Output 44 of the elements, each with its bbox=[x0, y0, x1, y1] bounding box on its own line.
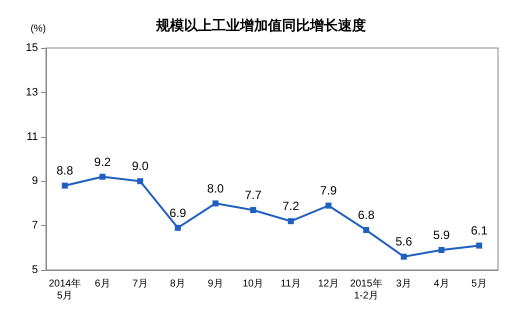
data-label: 8.0 bbox=[207, 181, 224, 196]
point bbox=[62, 182, 68, 189]
data-label: 5.9 bbox=[433, 228, 450, 242]
y-tick-label: 13 bbox=[26, 86, 38, 98]
point bbox=[137, 178, 144, 184]
point bbox=[250, 207, 256, 214]
x-tick-label: 4月 bbox=[434, 278, 450, 290]
x-tick-label: 6月 bbox=[94, 278, 110, 290]
point bbox=[438, 247, 444, 254]
data-label: 8.8 bbox=[56, 164, 74, 178]
y-tick-label: 5 bbox=[32, 264, 38, 276]
x-tick-label: 9月 bbox=[208, 278, 224, 290]
data-label: 7.9 bbox=[320, 184, 338, 198]
data-label: 6.9 bbox=[169, 206, 186, 220]
y-tick-label: 15 bbox=[26, 42, 38, 54]
x-tick-label: 7月 bbox=[132, 278, 148, 290]
point bbox=[476, 242, 482, 249]
point bbox=[400, 254, 407, 260]
point bbox=[212, 200, 218, 206]
data-label: 9.0 bbox=[132, 159, 149, 174]
y-tick-label: 11 bbox=[26, 130, 38, 143]
x-tick-label: 11月 bbox=[280, 278, 302, 290]
chart-title: 规模以上工业增加值同比增长速度 bbox=[155, 17, 366, 34]
x-tick-label: 2014年 5月 bbox=[48, 278, 81, 302]
data-label: 9.2 bbox=[94, 154, 112, 169]
y-tick-label: 9 bbox=[32, 175, 38, 188]
data-label: 7.7 bbox=[244, 188, 262, 202]
x-tick-label: 2015年 1-2月 bbox=[350, 278, 382, 302]
x-tick-label: 10月 bbox=[242, 278, 264, 290]
data-label: 7.2 bbox=[282, 199, 300, 214]
data-label: 6.8 bbox=[358, 208, 375, 222]
data-label: 5.6 bbox=[395, 234, 412, 249]
data-label: 6.1 bbox=[470, 224, 488, 238]
point bbox=[326, 202, 332, 209]
x-tick-label: 5月 bbox=[471, 278, 487, 290]
x-tick-label: 3月 bbox=[396, 278, 412, 290]
point bbox=[100, 174, 106, 180]
point bbox=[363, 227, 370, 234]
x-tick-label: 8月 bbox=[170, 278, 186, 290]
y-tick-label: 7 bbox=[32, 220, 38, 232]
x-tick-label: 12月 bbox=[318, 278, 340, 290]
y-axis-title: (%) bbox=[30, 24, 46, 34]
point bbox=[174, 224, 181, 231]
point bbox=[288, 218, 294, 224]
